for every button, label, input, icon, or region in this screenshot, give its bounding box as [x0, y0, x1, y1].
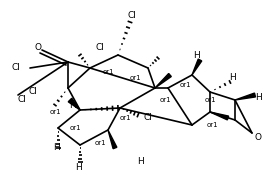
Text: H: H: [75, 163, 81, 173]
Text: Cl: Cl: [12, 64, 20, 72]
Text: or1: or1: [159, 97, 171, 103]
Text: H: H: [137, 157, 143, 167]
Polygon shape: [155, 74, 171, 88]
Text: or1: or1: [119, 115, 131, 121]
Text: H: H: [193, 50, 199, 60]
Text: Cl: Cl: [96, 43, 105, 52]
Polygon shape: [235, 93, 255, 100]
Text: or1: or1: [102, 69, 114, 75]
Polygon shape: [108, 130, 117, 149]
Text: H: H: [229, 74, 235, 82]
Text: Cl: Cl: [18, 96, 27, 104]
Text: Cl: Cl: [29, 88, 38, 96]
Text: O: O: [255, 132, 262, 141]
Text: or1: or1: [94, 140, 106, 146]
Polygon shape: [210, 112, 229, 120]
Text: or1: or1: [204, 97, 216, 103]
Polygon shape: [68, 98, 80, 110]
Text: or1: or1: [69, 125, 81, 131]
Text: O: O: [35, 43, 42, 52]
Text: Cl: Cl: [128, 11, 136, 21]
Text: or1: or1: [179, 82, 191, 88]
Text: or1: or1: [49, 109, 61, 115]
Text: Cl: Cl: [144, 114, 152, 122]
Text: H: H: [53, 143, 59, 153]
Polygon shape: [192, 59, 202, 75]
Text: H: H: [69, 100, 75, 110]
Text: or1: or1: [129, 75, 141, 81]
Text: or1: or1: [206, 122, 218, 128]
Text: H: H: [255, 94, 261, 102]
